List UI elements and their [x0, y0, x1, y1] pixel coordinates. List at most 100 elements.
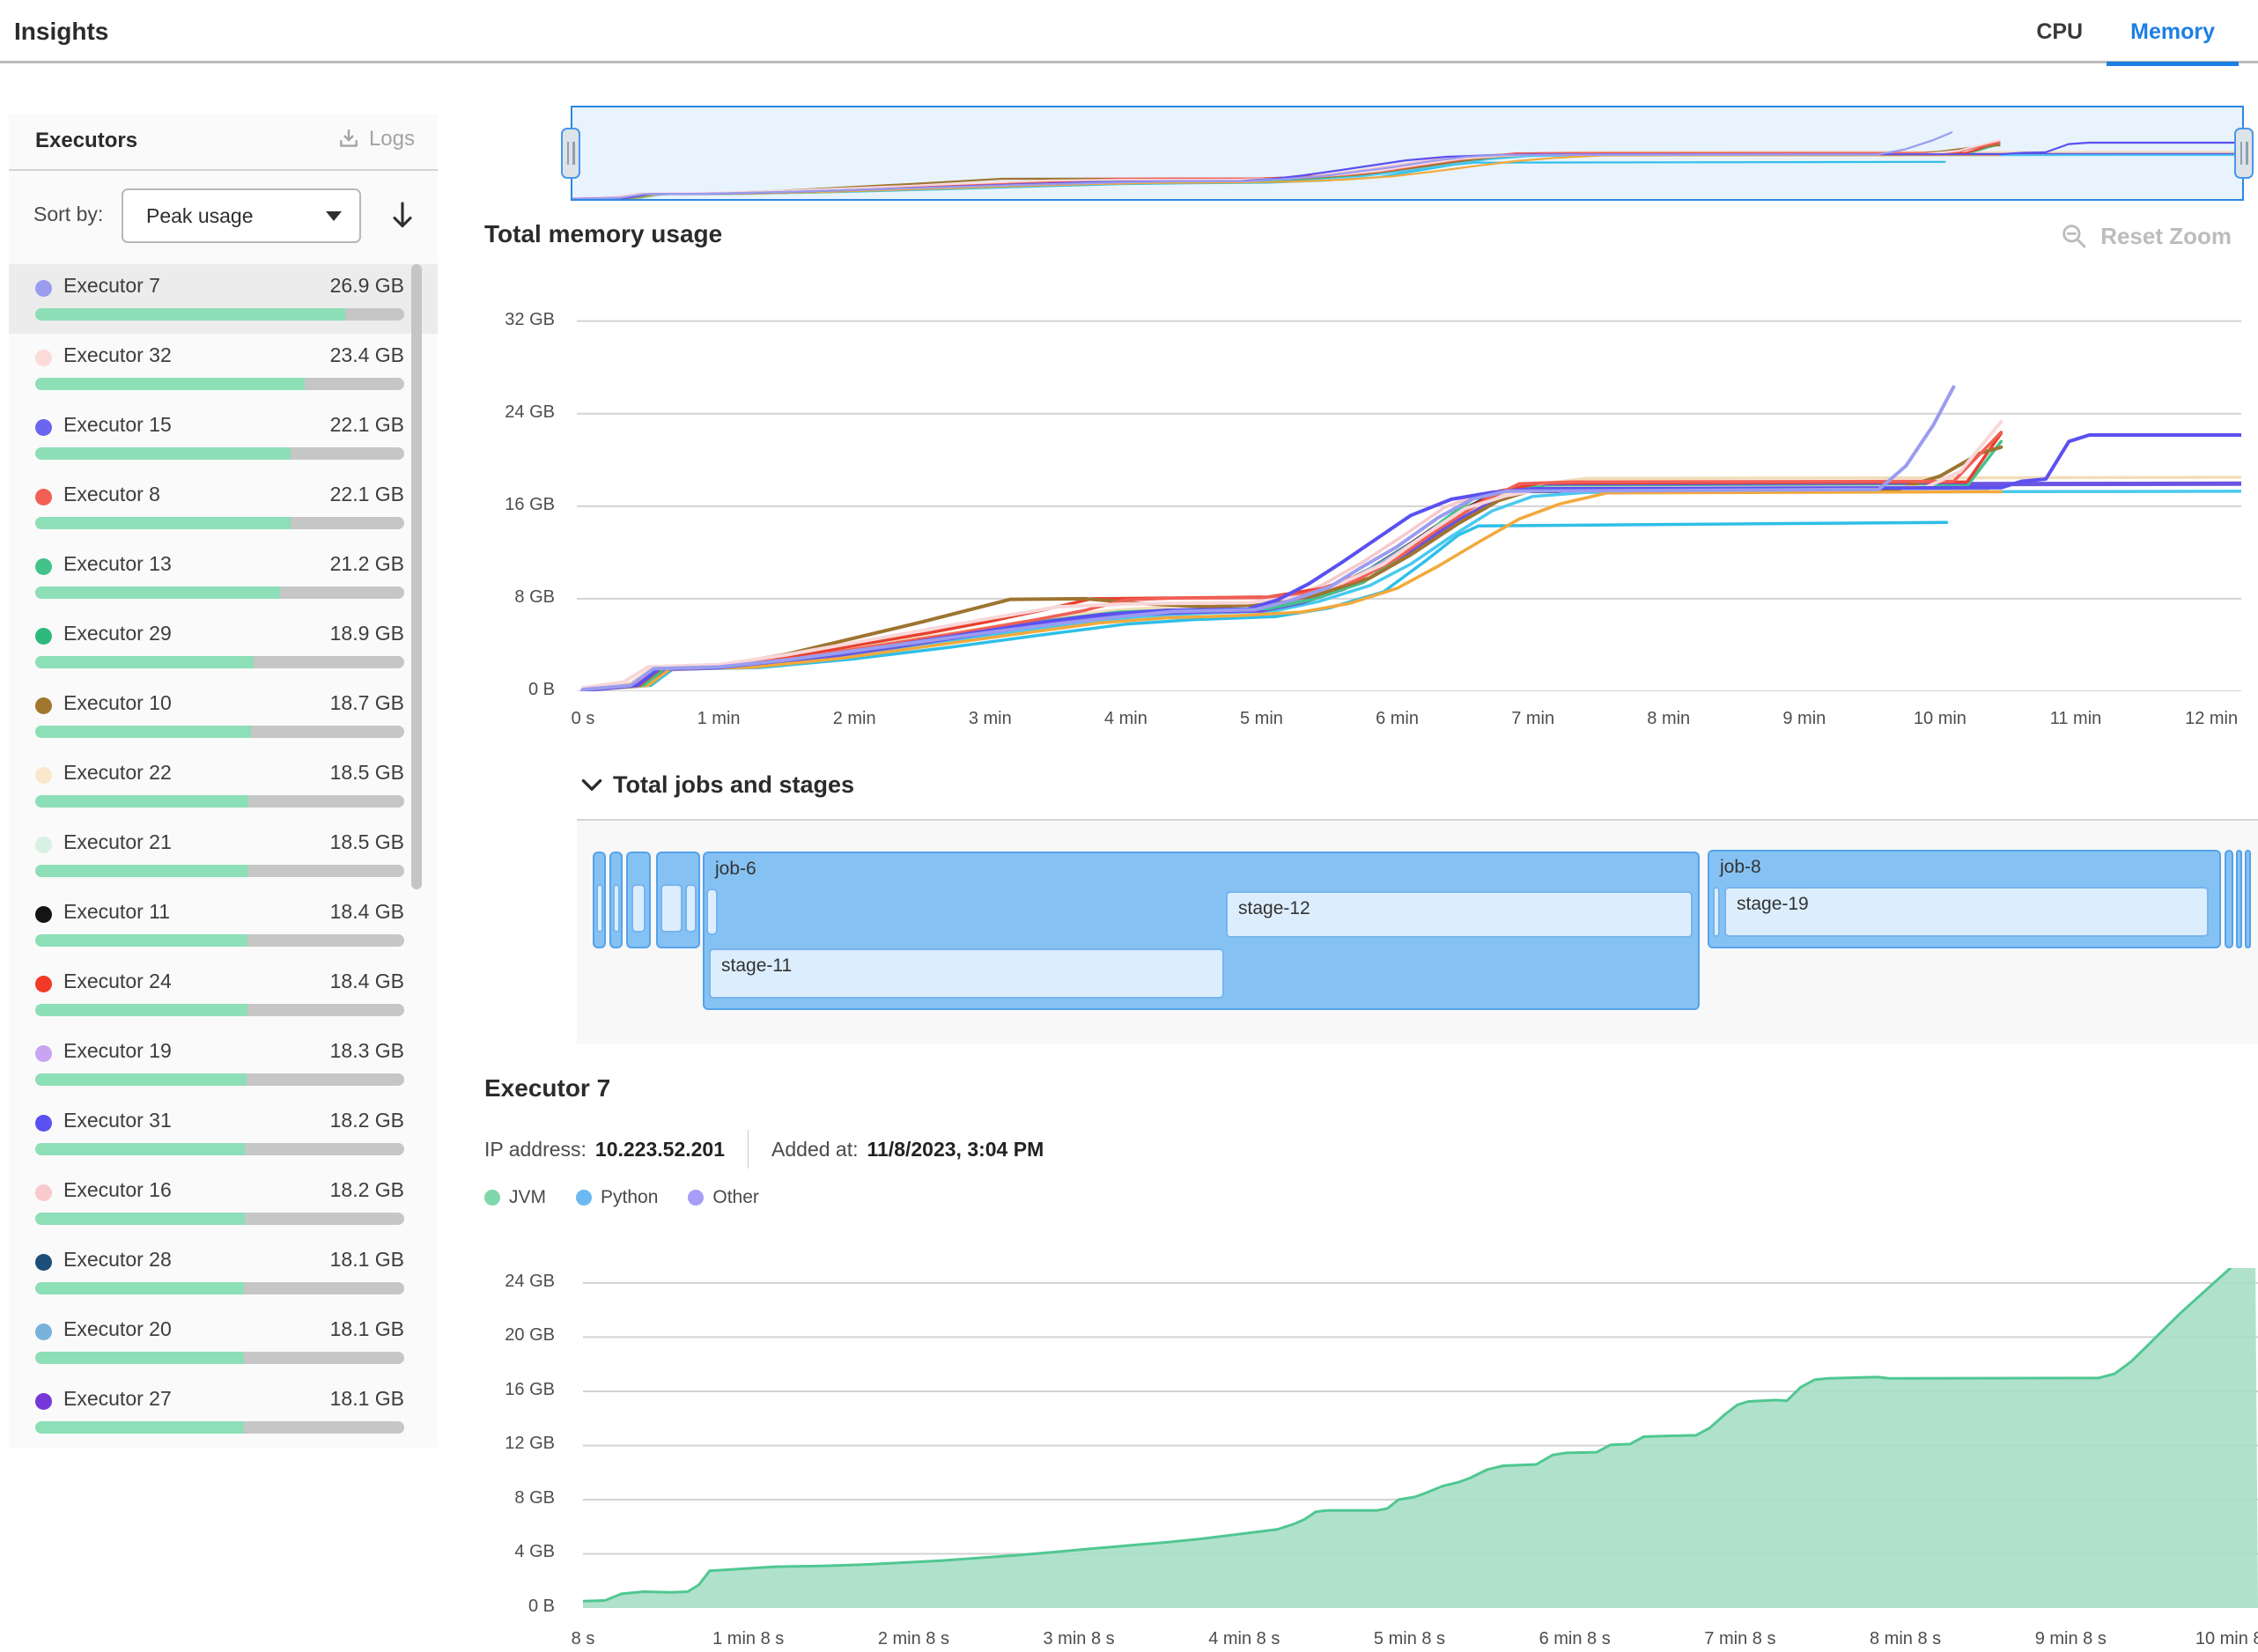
- executor-peak-value: 18.3 GB: [329, 1039, 404, 1062]
- executor-row[interactable]: Executor 16 18.2 GB: [9, 1169, 438, 1238]
- sort-select[interactable]: Peak usage: [122, 188, 361, 243]
- executor-usage-bar: [35, 308, 404, 321]
- executor-row[interactable]: Executor 15 22.1 GB: [9, 403, 438, 473]
- executor-peak-value: 18.7 GB: [329, 691, 404, 714]
- executor-name: Executor 8: [63, 483, 160, 505]
- executor-row[interactable]: Executor 27 18.1 GB: [9, 1377, 438, 1447]
- executor-name: Executor 20: [63, 1317, 172, 1340]
- zoom-brush[interactable]: [571, 106, 2244, 201]
- stage-bar[interactable]: [1713, 887, 1720, 937]
- executor-name: Executor 10: [63, 691, 172, 714]
- executor-row[interactable]: Executor 24 18.4 GB: [9, 960, 438, 1029]
- executor-name: Executor 16: [63, 1178, 172, 1201]
- brush-mini-chart: [572, 130, 2242, 199]
- executor-usage-bar: [35, 1352, 404, 1364]
- stage-label: stage-11: [721, 955, 793, 976]
- executor-row[interactable]: Executor 11 18.4 GB: [9, 890, 438, 960]
- executor-peak-value: 18.2 GB: [329, 1178, 404, 1201]
- total-memory-chart: [577, 320, 2241, 691]
- executor-row[interactable]: Executor 13 21.2 GB: [9, 542, 438, 612]
- logs-button[interactable]: Logs: [337, 127, 415, 151]
- download-icon: [337, 128, 360, 151]
- executor-peak-value: 18.5 GB: [329, 761, 404, 784]
- executor-usage-bar: [35, 1282, 404, 1294]
- executor-row[interactable]: Executor 32 23.4 GB: [9, 334, 438, 403]
- tab-memory[interactable]: Memory: [2107, 0, 2239, 66]
- chevron-down-icon: [581, 778, 602, 791]
- executor-color-dot: [35, 1184, 52, 1201]
- executor-row[interactable]: Executor 19 18.3 GB: [9, 1029, 438, 1099]
- executor-row[interactable]: Executor 29 18.9 GB: [9, 612, 438, 682]
- stage-bar[interactable]: [706, 889, 718, 935]
- ip-label: IP address:: [484, 1137, 587, 1161]
- executor-peak-value: 18.2 GB: [329, 1109, 404, 1132]
- brush-handle-left[interactable]: [561, 128, 580, 179]
- executor-name: Executor 11: [63, 900, 171, 923]
- page-title: Insights: [14, 18, 109, 45]
- executor-name: Executor 29: [63, 622, 172, 645]
- job-bar[interactable]: [2245, 850, 2251, 948]
- sort-direction-button[interactable]: [382, 194, 423, 238]
- tab-cpu[interactable]: CPU: [2036, 18, 2084, 44]
- app-header: Insights CPU Memory: [0, 0, 2258, 66]
- executor-row[interactable]: Executor 10 18.7 GB: [9, 682, 438, 751]
- executor-color-dot: [35, 628, 52, 645]
- executor-usage-bar: [35, 656, 404, 668]
- executor-peak-value: 18.9 GB: [329, 622, 404, 645]
- stage-bar[interactable]: [631, 884, 646, 933]
- stage-label: stage-19: [1737, 894, 1809, 914]
- stage-bar[interactable]: stage-11: [709, 948, 1224, 999]
- stage-bar[interactable]: stage-12: [1226, 891, 1693, 938]
- stage-bar[interactable]: [613, 884, 620, 933]
- executor-usage-bar: [35, 517, 404, 529]
- legend-label: Other: [712, 1187, 759, 1207]
- executor-color-dot: [35, 1045, 52, 1062]
- job-bar[interactable]: [2225, 850, 2233, 948]
- executor-row[interactable]: Executor 20 18.1 GB: [9, 1308, 438, 1377]
- stage-bar[interactable]: [685, 884, 697, 933]
- reset-zoom-button[interactable]: Reset Zoom: [2060, 222, 2232, 250]
- executor-color-dot: [35, 976, 52, 992]
- job-label: job-6: [715, 859, 756, 879]
- stage-bar[interactable]: [660, 884, 683, 933]
- executor-peak-value: 18.1 GB: [329, 1387, 404, 1410]
- executor-usage-bar: [35, 1004, 404, 1016]
- executor-row[interactable]: Executor 22 18.5 GB: [9, 751, 438, 821]
- brush-handle-right[interactable]: [2234, 128, 2254, 179]
- executor-color-dot: [35, 419, 52, 436]
- executor-name: Executor 24: [63, 970, 172, 992]
- jobs-gantt-panel: job-6 job-8 stage-12 stage-11 stage-19: [577, 819, 2258, 1044]
- job-bar[interactable]: [2236, 850, 2242, 948]
- legend-item-python: Python: [576, 1187, 658, 1208]
- executor-name: Executor 7: [63, 274, 160, 297]
- executor-peak-value: 22.1 GB: [329, 413, 404, 436]
- executor-row[interactable]: Executor 28 18.1 GB: [9, 1238, 438, 1308]
- executor-name: Executor 15: [63, 413, 172, 436]
- executor-name: Executor 22: [63, 761, 172, 784]
- stage-bar[interactable]: stage-19: [1724, 887, 2209, 937]
- jobs-section-toggle[interactable]: Total jobs and stages: [581, 771, 854, 799]
- executor-peak-value: 18.1 GB: [329, 1248, 404, 1271]
- stage-bar[interactable]: [596, 884, 603, 933]
- executor-usage-bar: [35, 586, 404, 599]
- total-memory-title: Total memory usage: [484, 220, 723, 247]
- executor-color-dot: [35, 558, 52, 575]
- executor-name: Executor 27: [63, 1387, 172, 1410]
- reset-zoom-label: Reset Zoom: [2100, 222, 2232, 249]
- executors-title: Executors: [35, 129, 138, 152]
- executor-meta: IP address: 10.223.52.201 Added at: 11/8…: [484, 1130, 1044, 1169]
- executor-row[interactable]: Executor 8 22.1 GB: [9, 473, 438, 542]
- executor-name: Executor 32: [63, 343, 172, 366]
- jobs-section-title: Total jobs and stages: [613, 771, 855, 798]
- executor-usage-bar: [35, 934, 404, 947]
- executor-usage-bar: [35, 795, 404, 808]
- executor-row[interactable]: Executor 21 18.5 GB: [9, 821, 438, 890]
- executor-peak-value: 18.1 GB: [329, 1317, 404, 1340]
- added-label: Added at:: [771, 1137, 859, 1161]
- meta-divider: [748, 1130, 749, 1169]
- sort-by-label: Sort by:: [33, 203, 104, 225]
- executor-list-scrollbar[interactable]: [411, 264, 422, 889]
- executor-row[interactable]: Executor 31 18.2 GB: [9, 1099, 438, 1169]
- other-dot-icon: [688, 1190, 705, 1206]
- executor-row[interactable]: Executor 7 26.9 GB: [9, 264, 438, 334]
